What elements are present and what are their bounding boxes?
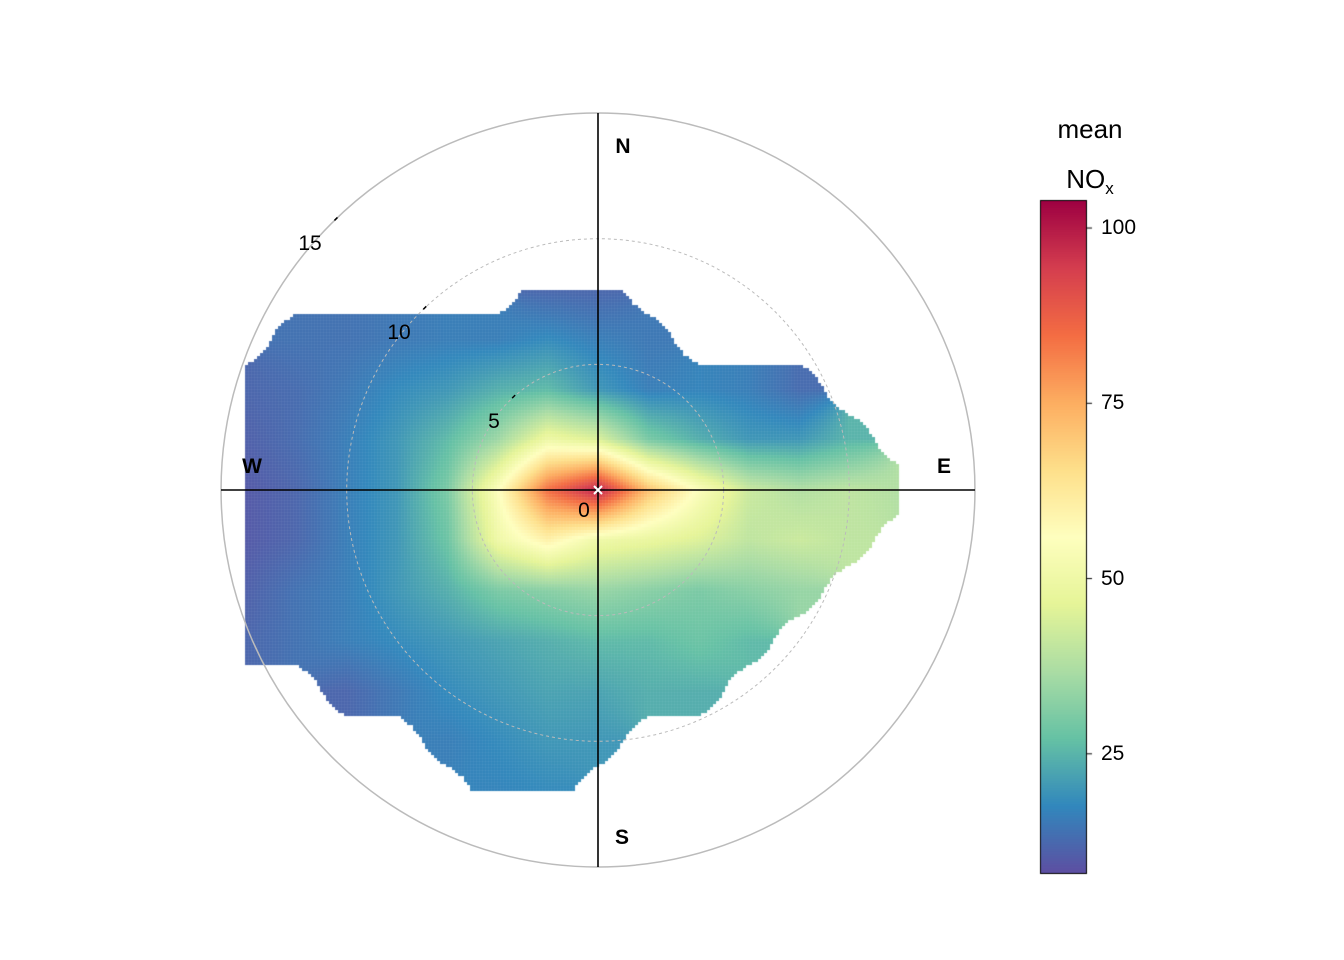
direction-label-w: W <box>242 455 262 478</box>
colorbar-tick-label: 75 <box>1101 391 1125 415</box>
legend-title-line2: NOx <box>1057 154 1122 214</box>
colorbar-tick-label: 50 <box>1101 566 1125 590</box>
colorbar-tick-label: 100 <box>1101 216 1137 240</box>
colorbar-tick-label: 25 <box>1101 741 1125 765</box>
legend-title-line1: mean <box>1057 114 1123 144</box>
legend-title-main: NO <box>1066 164 1106 194</box>
direction-label-n: N <box>615 135 631 158</box>
direction-label-e: E <box>936 455 952 478</box>
radial-tick-label-15: 15 <box>298 232 322 255</box>
radial-tick-label-5: 5 <box>488 410 500 433</box>
legend-title: mean NOx <box>1057 104 1122 214</box>
legend-title-sub: x <box>1105 179 1114 198</box>
direction-label-s: S <box>614 826 630 849</box>
radial-tick-label-10: 10 <box>387 321 411 344</box>
radial-tick-label-0: 0 <box>578 499 590 522</box>
